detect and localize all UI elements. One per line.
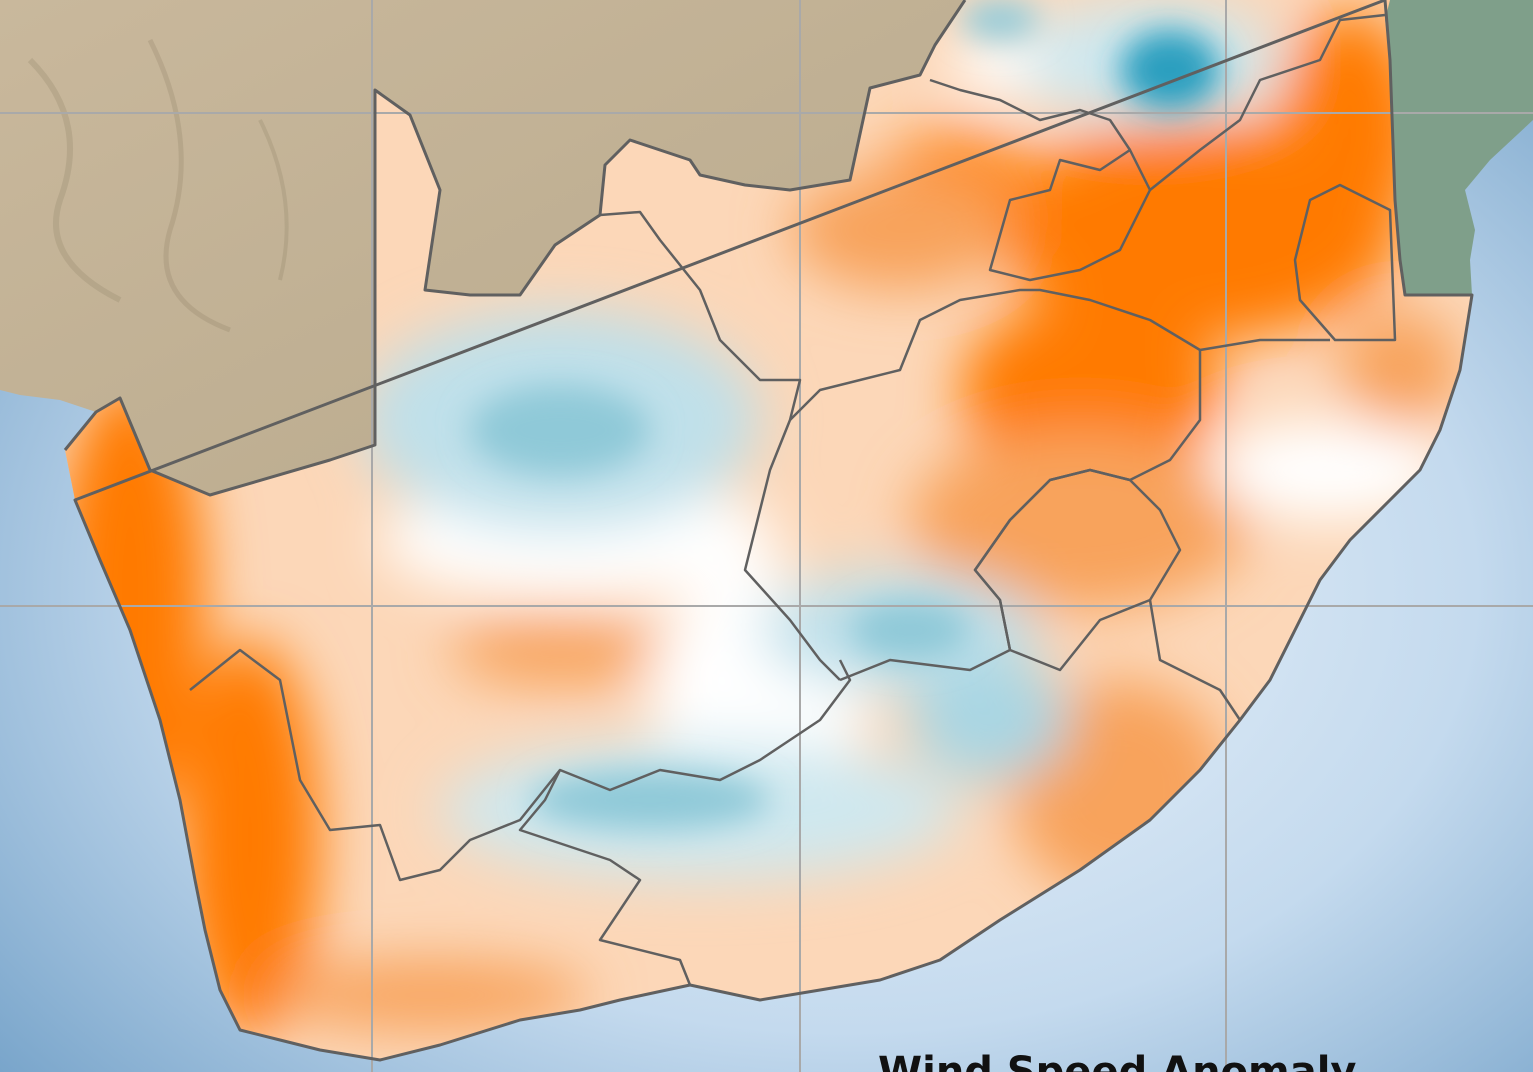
country-border bbox=[63, 0, 1474, 1062]
terrain-relief bbox=[27, 38, 289, 333]
map-title: Wind Speed Anomaly bbox=[878, 1052, 1518, 1072]
east-land bbox=[1385, 0, 1533, 295]
provincial-boundaries bbox=[189, 13, 1397, 986]
neighbouring-land bbox=[0, 0, 965, 495]
